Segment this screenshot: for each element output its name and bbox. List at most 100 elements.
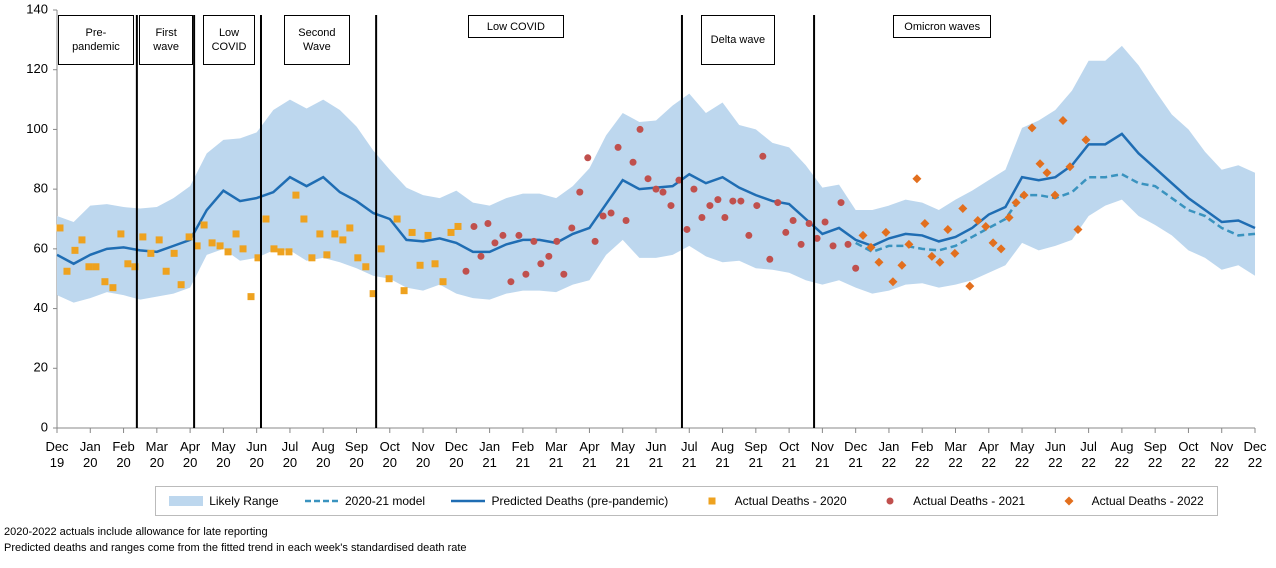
legend-swatch [886, 497, 894, 505]
annotation: Pre-pandemic [57, 15, 134, 65]
x-tick-label: Feb 21 [511, 439, 535, 470]
legend-item: Actual Deaths - 2020 [695, 494, 847, 508]
data-point [844, 240, 852, 248]
x-tick-label: Dec 20 [444, 439, 468, 470]
data-point [897, 260, 907, 270]
x-tick-label: Sep 21 [744, 439, 768, 470]
legend-item: Predicted Deaths (pre-pandemic) [451, 494, 668, 508]
data-point [377, 245, 385, 253]
data-point [216, 242, 224, 250]
data-point [530, 237, 538, 245]
y-tick-label: 100 [26, 121, 48, 136]
data-point [614, 143, 622, 151]
data-point [1058, 115, 1068, 125]
x-tick-label: Apr 21 [579, 439, 600, 470]
data-point [78, 236, 86, 244]
data-point [200, 221, 208, 229]
data-point [285, 248, 293, 256]
x-tick-label: Feb 22 [911, 439, 934, 470]
data-point [162, 267, 170, 275]
data-point [981, 221, 991, 231]
data-point [484, 219, 492, 227]
note: 2020-2022 actuals include allowance for … [4, 526, 268, 538]
data-point [308, 254, 316, 262]
data-point [667, 202, 675, 210]
data-point [789, 216, 797, 224]
x-tick-label: Aug 21 [710, 439, 735, 470]
data-point [354, 254, 362, 262]
x-tick-label: Oct 22 [1178, 439, 1199, 470]
legend-swatch [169, 496, 204, 506]
data-point [782, 228, 790, 236]
data-point [117, 230, 125, 238]
data-point [888, 277, 898, 287]
data-point [797, 240, 805, 248]
x-tick-label: Jun 21 [645, 439, 667, 470]
annotation: Second Wave [283, 15, 350, 65]
data-point [239, 245, 247, 253]
data-point [805, 219, 813, 227]
data-point [904, 239, 914, 249]
data-point [766, 255, 774, 263]
legend-item: Actual Deaths - 2021 [873, 494, 1025, 508]
data-point [323, 251, 331, 259]
y-tick-label: 80 [34, 181, 48, 196]
x-tick-label: Dec 19 [45, 439, 69, 470]
x-tick-label: Jan 20 [79, 439, 101, 470]
data-point [1042, 168, 1052, 178]
data-point [139, 233, 147, 241]
data-point [813, 234, 821, 242]
x-tick-label: Apr 22 [978, 439, 999, 470]
annotation: Delta wave [700, 15, 775, 65]
y-tick-label: 120 [26, 61, 48, 76]
data-point [858, 230, 868, 240]
x-tick-label: Feb 20 [112, 439, 135, 470]
data-point [745, 231, 753, 239]
x-tick-label: Jun 22 [1044, 439, 1066, 470]
data-point [599, 212, 607, 220]
y-tick-label: 20 [34, 360, 48, 375]
x-tick-label: Aug 20 [311, 439, 335, 470]
data-point [958, 204, 968, 214]
x-tick-label: Mar 20 [145, 439, 169, 470]
data-point [591, 237, 599, 245]
legend-swatch-marker [708, 497, 716, 505]
data-point [1019, 190, 1029, 200]
data-point [690, 185, 698, 193]
legend-swatch-marker [1064, 496, 1074, 506]
data-point [408, 228, 416, 236]
data-point [1081, 135, 1091, 145]
data-point [369, 290, 377, 298]
data-point [431, 260, 439, 268]
likely-range [57, 45, 1255, 303]
data-point [821, 218, 829, 226]
data-point [545, 252, 553, 260]
y-tick-label: 0 [41, 419, 48, 434]
x-tick-label: Jan 22 [878, 439, 900, 470]
legend-label: Predicted Deaths (pre-pandemic) [491, 494, 669, 508]
data-point [935, 257, 945, 267]
data-point [92, 263, 100, 271]
data-point [866, 242, 876, 252]
data-point [988, 238, 998, 248]
x-tick-label: Mar 21 [544, 439, 568, 470]
data-point [629, 158, 637, 166]
data-point [515, 231, 523, 239]
data-point [177, 281, 185, 289]
x-tick-label: Apr 20 [179, 439, 201, 470]
data-point [729, 197, 737, 205]
data-point [568, 224, 576, 232]
data-point [553, 237, 561, 245]
data-point [874, 257, 884, 267]
x-tick-label: Jul 20 [281, 439, 299, 470]
data-point [943, 224, 953, 234]
data-point [912, 174, 922, 184]
data-point [155, 236, 163, 244]
x-tick-label: Jul 21 [680, 439, 698, 470]
legend-label: Likely Range [209, 494, 279, 508]
y-tick-label: 140 [26, 1, 48, 16]
data-point [193, 242, 201, 250]
note: Predicted deaths and ranges come from th… [4, 542, 467, 554]
data-point [109, 284, 117, 292]
